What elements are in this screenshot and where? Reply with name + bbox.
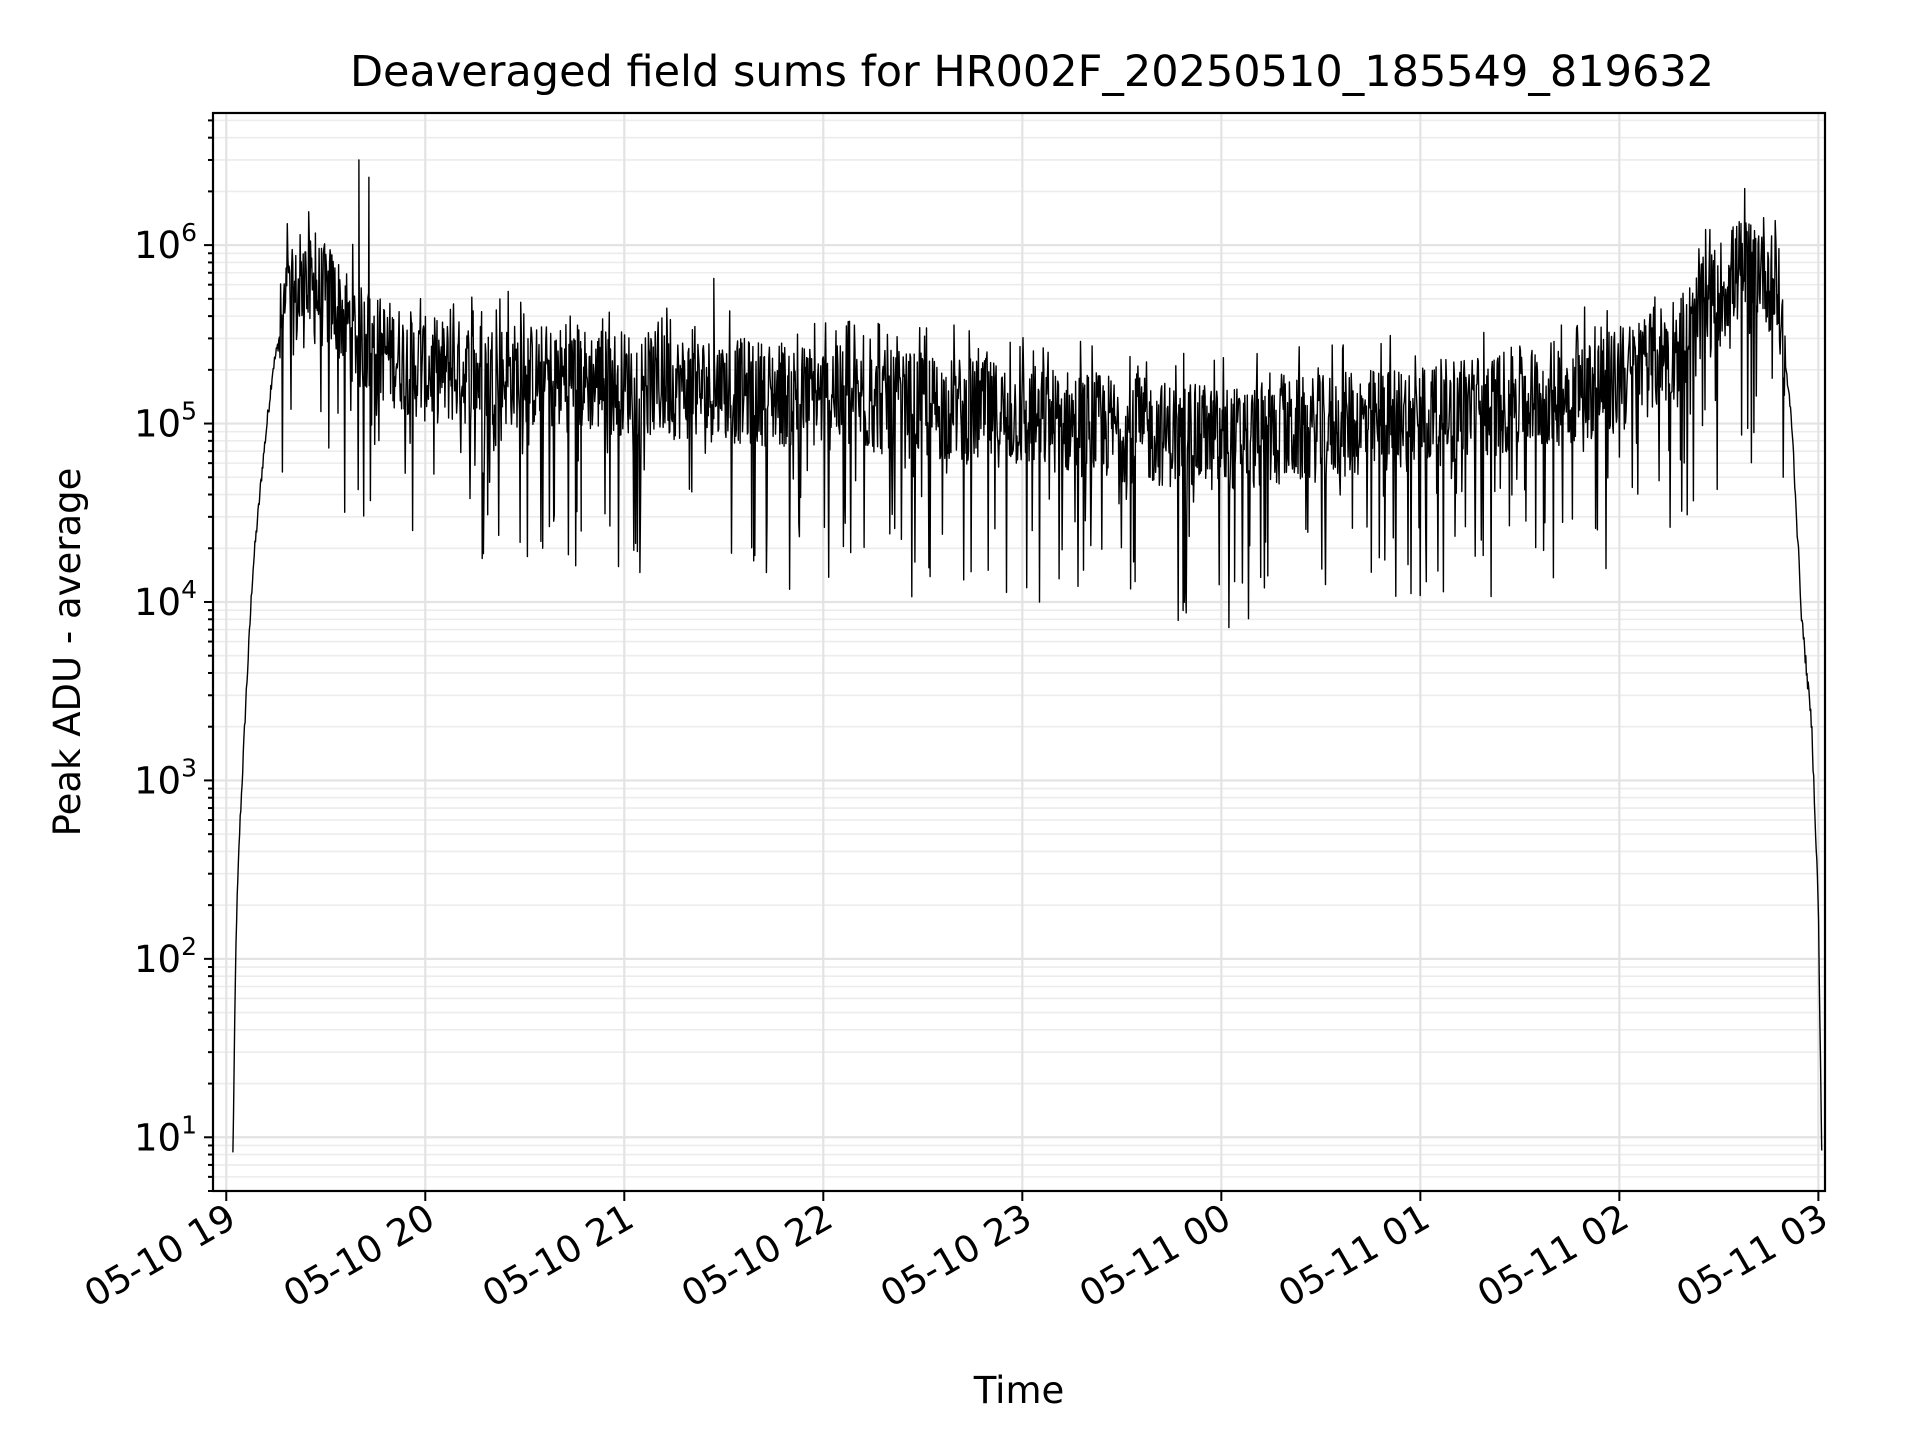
series xyxy=(232,159,1823,1153)
series-line xyxy=(232,159,1823,1153)
y-tick-label: 105 xyxy=(134,397,197,446)
grid xyxy=(213,113,1825,1192)
y-tick-label: 101 xyxy=(134,1110,197,1159)
x-tick-label: 05-11 03 xyxy=(1669,1196,1835,1316)
y-tick-label: 104 xyxy=(134,575,197,624)
x-tick-label: 05-10 19 xyxy=(77,1196,243,1316)
x-tick-label: 05-10 21 xyxy=(475,1196,641,1316)
x-tick-label: 05-10 22 xyxy=(674,1196,840,1316)
y-tick-label: 103 xyxy=(134,753,197,802)
y-tick-label: 106 xyxy=(134,218,197,267)
x-axis-label: Time xyxy=(973,1369,1065,1412)
x-tick-label: 05-10 23 xyxy=(873,1196,1039,1316)
y-axis-label: Peak ADU - average xyxy=(46,468,89,837)
y-tick-label: 102 xyxy=(134,932,197,981)
x-tick-label: 05-10 20 xyxy=(276,1196,442,1316)
x-tick-label: 05-11 02 xyxy=(1470,1196,1636,1316)
x-tick-label: 05-11 01 xyxy=(1271,1196,1437,1316)
chart-title: Deaveraged field sums for HR002F_2025051… xyxy=(350,47,1714,97)
plot-frame xyxy=(211,111,1827,1193)
x-tick-label: 05-11 00 xyxy=(1072,1196,1238,1316)
